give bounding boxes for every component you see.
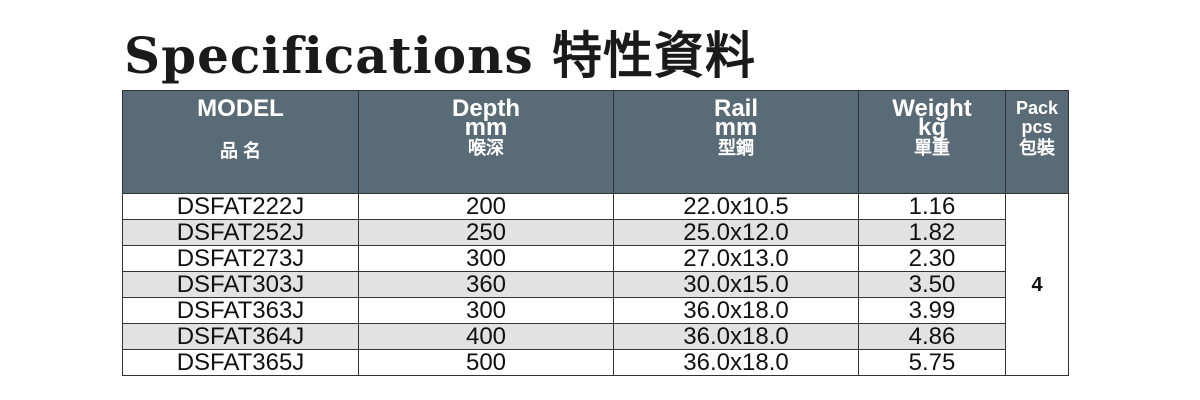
header-model: MODEL 品 名	[122, 90, 359, 194]
cell-rail: 25.0x12.0	[613, 219, 859, 246]
cell-model: DSFAT365J	[122, 349, 359, 376]
header-rail: Rail mm 型鋼	[613, 90, 859, 194]
header-weight: Weight kg 單重	[858, 90, 1006, 194]
cell-rail: 30.0x15.0	[613, 271, 859, 298]
table-row: DSFAT363J 300 36.0x18.0 3.99	[122, 297, 1069, 324]
specifications-table: MODEL 品 名 Depth mm 喉深 Rail mm 型鋼 Weight …	[122, 90, 1069, 376]
cell-depth: 200	[358, 193, 614, 220]
table-row: DSFAT365J 500 36.0x18.0 5.75	[122, 349, 1069, 376]
table-row: DSFAT364J 400 36.0x18.0 4.86	[122, 323, 1069, 350]
cell-weight: 4.86	[858, 323, 1006, 350]
cell-depth: 500	[358, 349, 614, 376]
cell-rail: 22.0x10.5	[613, 193, 859, 220]
table-row: DSFAT222J 200 22.0x10.5 1.16 4	[122, 193, 1069, 376]
cell-model: DSFAT273J	[122, 245, 359, 272]
header-pack-en: Pack	[1015, 98, 1059, 118]
header-weight-cn: 單重	[914, 138, 950, 158]
cell-weight: 3.50	[858, 271, 1006, 298]
header-pack-unit: pcs	[1021, 117, 1053, 137]
header-pack: Pack pcs 包裝	[1005, 90, 1069, 194]
cell-model: DSFAT303J	[122, 271, 359, 298]
header-depth-unit: mm	[464, 114, 508, 141]
cell-weight: 1.82	[858, 219, 1006, 246]
header-model-en: MODEL	[197, 95, 284, 122]
header-depth-cn: 喉深	[468, 138, 504, 158]
cell-model: DSFAT222J	[122, 193, 359, 220]
cell-weight: 5.75	[858, 349, 1006, 376]
header-weight-en: Weight	[892, 95, 972, 122]
cell-rail: 36.0x18.0	[613, 349, 859, 376]
cell-weight: 1.16	[858, 193, 1006, 220]
cell-weight: 3.99	[858, 297, 1006, 324]
table-row: DSFAT252J 250 25.0x12.0 1.82	[122, 219, 1069, 246]
cell-model: DSFAT252J	[122, 219, 359, 246]
cell-depth: 300	[358, 297, 614, 324]
table-row: DSFAT273J 300 27.0x13.0 2.30	[122, 245, 1069, 272]
cell-weight: 2.30	[858, 245, 1006, 272]
cell-pack: 4	[1005, 193, 1069, 376]
page-title: Specifications 特性資料	[124, 26, 757, 85]
cell-depth: 300	[358, 245, 614, 272]
cell-depth: 250	[358, 219, 614, 246]
header-rail-unit: mm	[714, 114, 758, 141]
cell-model: DSFAT364J	[122, 323, 359, 350]
header-weight-unit: kg	[917, 114, 946, 141]
header-row: MODEL 品 名 Depth mm 喉深 Rail mm 型鋼 Weight …	[122, 90, 1069, 194]
table-row: DSFAT303J 360 30.0x15.0 3.50	[122, 271, 1069, 298]
header-depth: Depth mm 喉深	[358, 90, 614, 194]
header-model-cn: 品 名	[219, 141, 261, 161]
header-rail-cn: 型鋼	[718, 138, 754, 158]
cell-rail: 27.0x13.0	[613, 245, 859, 272]
cell-rail: 36.0x18.0	[613, 297, 859, 324]
header-pack-cn: 包裝	[1019, 138, 1055, 158]
header-depth-en: Depth	[452, 95, 520, 122]
cell-depth: 400	[358, 323, 614, 350]
cell-rail: 36.0x18.0	[613, 323, 859, 350]
header-rail-en: Rail	[713, 95, 758, 122]
cell-depth: 360	[358, 271, 614, 298]
cell-model: DSFAT363J	[122, 297, 359, 324]
